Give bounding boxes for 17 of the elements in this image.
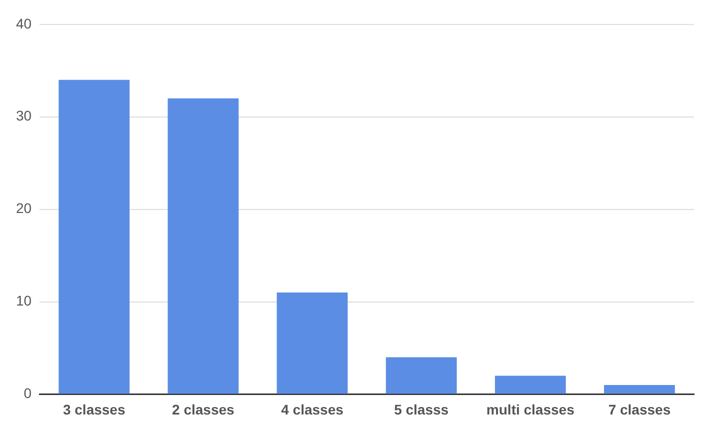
bar <box>276 292 348 394</box>
bar <box>58 80 130 394</box>
bar <box>168 98 239 394</box>
bar <box>494 376 566 394</box>
y-tick-label: 20 <box>16 200 32 216</box>
bar <box>386 357 457 394</box>
y-tick-label: 10 <box>16 292 32 309</box>
y-tick-label: 40 <box>16 15 32 32</box>
x-tick-label: 2 classes <box>172 401 235 418</box>
y-tick-label: 0 <box>24 385 32 402</box>
x-tick-label: multi classes <box>486 401 575 418</box>
x-tick-label: 7 classes <box>608 401 671 418</box>
y-tick-label: 30 <box>16 108 32 124</box>
x-tick-label: 4 classes <box>281 401 344 418</box>
bar <box>604 384 675 394</box>
x-tick-label: 3 classes <box>62 401 126 418</box>
x-tick-label: 5 classs <box>394 401 449 418</box>
